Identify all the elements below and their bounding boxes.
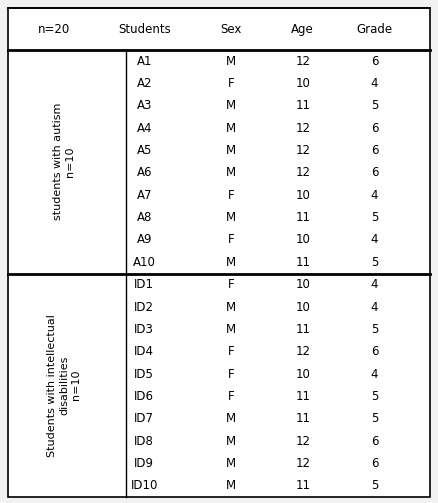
Text: ID2: ID2: [134, 300, 154, 313]
Text: 10: 10: [295, 77, 310, 90]
Text: 4: 4: [371, 368, 378, 381]
Text: ID6: ID6: [134, 390, 154, 403]
Text: students with autism
n=10: students with autism n=10: [53, 103, 75, 220]
Text: F: F: [228, 278, 234, 291]
Text: A1: A1: [136, 55, 152, 68]
Text: F: F: [228, 345, 234, 358]
Text: 5: 5: [371, 100, 378, 112]
Text: 5: 5: [371, 390, 378, 403]
Text: 11: 11: [295, 390, 310, 403]
Text: M: M: [226, 435, 236, 448]
Text: A7: A7: [136, 189, 152, 202]
Text: ID10: ID10: [131, 479, 158, 492]
Text: 6: 6: [371, 345, 378, 358]
Text: ID7: ID7: [134, 412, 154, 425]
Text: M: M: [226, 323, 236, 336]
Text: 5: 5: [371, 479, 378, 492]
Text: M: M: [226, 144, 236, 157]
Text: 12: 12: [295, 122, 310, 135]
Text: ID9: ID9: [134, 457, 154, 470]
Text: Age: Age: [291, 23, 314, 36]
Text: M: M: [226, 55, 236, 68]
Text: 10: 10: [295, 368, 310, 381]
Text: 4: 4: [371, 300, 378, 313]
Text: M: M: [226, 166, 236, 180]
Text: 12: 12: [295, 457, 310, 470]
Text: 12: 12: [295, 144, 310, 157]
Text: n=20: n=20: [38, 23, 70, 36]
Text: A2: A2: [136, 77, 152, 90]
Text: Grade: Grade: [357, 23, 392, 36]
Text: 4: 4: [371, 233, 378, 246]
Text: 12: 12: [295, 166, 310, 180]
Text: 10: 10: [295, 189, 310, 202]
Text: F: F: [228, 390, 234, 403]
Text: 11: 11: [295, 323, 310, 336]
Text: 6: 6: [371, 435, 378, 448]
Text: 4: 4: [371, 189, 378, 202]
Text: 11: 11: [295, 211, 310, 224]
Text: 5: 5: [371, 256, 378, 269]
Text: 6: 6: [371, 122, 378, 135]
Text: Students: Students: [118, 23, 170, 36]
Text: 6: 6: [371, 55, 378, 68]
Text: 11: 11: [295, 479, 310, 492]
Text: 12: 12: [295, 435, 310, 448]
Text: 5: 5: [371, 323, 378, 336]
Text: 11: 11: [295, 256, 310, 269]
Text: A10: A10: [133, 256, 155, 269]
Text: 11: 11: [295, 412, 310, 425]
Text: F: F: [228, 77, 234, 90]
Text: A6: A6: [136, 166, 152, 180]
Text: 11: 11: [295, 100, 310, 112]
Text: M: M: [226, 211, 236, 224]
Text: 10: 10: [295, 300, 310, 313]
Text: Sex: Sex: [220, 23, 242, 36]
Text: Students with intellectual
disabilities
n=10: Students with intellectual disabilities …: [47, 314, 81, 457]
Text: ID1: ID1: [134, 278, 154, 291]
Text: ID3: ID3: [134, 323, 154, 336]
Text: 10: 10: [295, 233, 310, 246]
Text: 4: 4: [371, 77, 378, 90]
Text: ID4: ID4: [134, 345, 154, 358]
Text: F: F: [228, 189, 234, 202]
Text: M: M: [226, 100, 236, 112]
Text: 6: 6: [371, 457, 378, 470]
Text: 5: 5: [371, 211, 378, 224]
Text: A4: A4: [136, 122, 152, 135]
Text: M: M: [226, 122, 236, 135]
Text: 4: 4: [371, 278, 378, 291]
Text: 6: 6: [371, 166, 378, 180]
Text: 10: 10: [295, 278, 310, 291]
Text: A8: A8: [137, 211, 152, 224]
Text: ID8: ID8: [134, 435, 154, 448]
Text: M: M: [226, 256, 236, 269]
Text: 5: 5: [371, 412, 378, 425]
Text: 6: 6: [371, 144, 378, 157]
Text: 12: 12: [295, 55, 310, 68]
Text: A5: A5: [137, 144, 152, 157]
Text: M: M: [226, 300, 236, 313]
Text: A3: A3: [137, 100, 152, 112]
Text: 12: 12: [295, 345, 310, 358]
Text: M: M: [226, 457, 236, 470]
Text: F: F: [228, 233, 234, 246]
Text: ID5: ID5: [134, 368, 154, 381]
Text: M: M: [226, 479, 236, 492]
Text: A9: A9: [136, 233, 152, 246]
Text: F: F: [228, 368, 234, 381]
Text: M: M: [226, 412, 236, 425]
